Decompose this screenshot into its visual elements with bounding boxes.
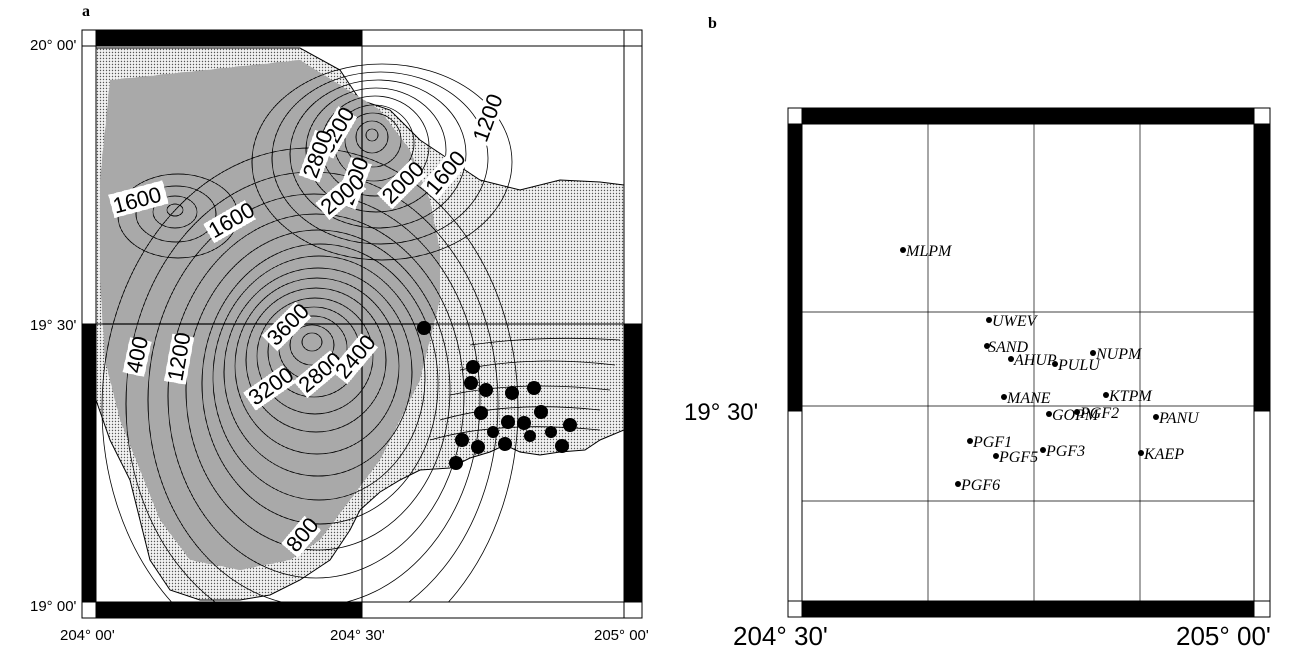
station-marker	[545, 426, 557, 438]
station-marker	[505, 386, 519, 400]
svg-text:PGF5: PGF5	[998, 449, 1038, 466]
station-marker	[455, 433, 469, 447]
tick-lon-mid: 204° 30'	[330, 627, 385, 644]
station-gopm: GOPM	[1046, 407, 1100, 424]
station-marker	[449, 456, 463, 470]
svg-text:PULU: PULU	[1057, 357, 1101, 374]
station-list: MLPM UWEV SAND AHUP PULU NUPM MANE KTPM …	[900, 243, 1200, 494]
station-marker	[501, 415, 515, 429]
station-marker	[527, 381, 541, 395]
frame-bar-bottom	[802, 601, 1254, 617]
tick-lon-right: 205° 00'	[594, 627, 649, 644]
tick-lat-mid: 19° 30'	[30, 317, 77, 334]
panel-a-letter: a	[82, 3, 90, 20]
panel-b-grid	[802, 124, 1254, 601]
station-ktpm: KTPM	[1103, 388, 1153, 405]
tick-b-lon-right: 205° 00'	[1176, 621, 1271, 648]
station-sand: SAND	[984, 339, 1028, 356]
tick-b-lat-mid: 19° 30'	[684, 399, 758, 426]
station-pgf2: PGF2	[1074, 405, 1119, 422]
svg-text:KAEP: KAEP	[1143, 446, 1184, 463]
svg-text:KTPM: KTPM	[1108, 388, 1153, 405]
svg-text:PGF1: PGF1	[972, 434, 1012, 451]
station-marker	[474, 406, 488, 420]
panel-b-map	[787, 107, 1271, 618]
frame-bar-top-left	[96, 30, 362, 46]
station-marker	[487, 426, 499, 438]
station-marker	[555, 439, 569, 453]
frame-bar-right-upper	[1254, 124, 1270, 411]
svg-text:PGF3: PGF3	[1045, 443, 1085, 460]
tick-lat-bottom: 19° 00'	[30, 598, 77, 615]
frame-bar-left-lower	[82, 324, 96, 602]
svg-text:GOPM: GOPM	[1052, 407, 1100, 424]
svg-text:UWEV: UWEV	[992, 313, 1039, 330]
station-marker	[479, 383, 493, 397]
svg-text:AHUP: AHUP	[1013, 352, 1057, 369]
station-marker	[524, 430, 536, 442]
station-mlpm: MLPM	[900, 243, 953, 260]
station-mane: MANE	[1001, 390, 1051, 407]
svg-text:PANU: PANU	[1158, 410, 1200, 427]
svg-text:PGF6: PGF6	[960, 477, 1000, 494]
station-panu: PANU	[1153, 410, 1200, 427]
tick-b-lon-left: 204° 30'	[733, 621, 828, 648]
station-pgf5: PGF5	[993, 449, 1038, 466]
svg-text:MANE: MANE	[1006, 390, 1051, 407]
panel-b-letter: b	[708, 15, 717, 32]
panel-a-map: 3200 2800 2400 2000 1600 1200	[81, 29, 643, 619]
frame-bar-right-lower	[624, 324, 642, 602]
station-marker	[534, 405, 548, 419]
svg-text:SAND: SAND	[988, 339, 1028, 356]
station-marker	[517, 416, 531, 430]
station-nupm: NUPM	[1090, 346, 1143, 363]
svg-text:MLPM: MLPM	[905, 243, 953, 260]
station-marker	[417, 321, 431, 335]
frame-bar-left-upper	[788, 124, 802, 411]
station-markers	[417, 321, 577, 470]
station-marker	[466, 360, 480, 374]
station-kaep: KAEP	[1138, 446, 1184, 463]
station-marker	[464, 376, 478, 390]
tick-lat-top: 20° 00'	[30, 37, 77, 54]
station-uwev: UWEV	[986, 313, 1039, 330]
station-pgf3: PGF3	[1040, 443, 1085, 460]
svg-text:PGF2: PGF2	[1079, 405, 1119, 422]
station-marker	[471, 440, 485, 454]
tick-lon-left: 204° 00'	[60, 627, 115, 644]
station-pgf6: PGF6	[955, 477, 1000, 494]
station-ahup: AHUP	[1008, 352, 1057, 369]
svg-text:NUPM: NUPM	[1095, 346, 1143, 363]
frame-bar-bottom-left	[96, 602, 362, 618]
station-pulu: PULU	[1052, 357, 1101, 374]
station-pgf1: PGF1	[967, 434, 1012, 451]
frame-bar-top	[802, 108, 1254, 124]
station-marker	[563, 418, 577, 432]
station-marker	[498, 437, 512, 451]
